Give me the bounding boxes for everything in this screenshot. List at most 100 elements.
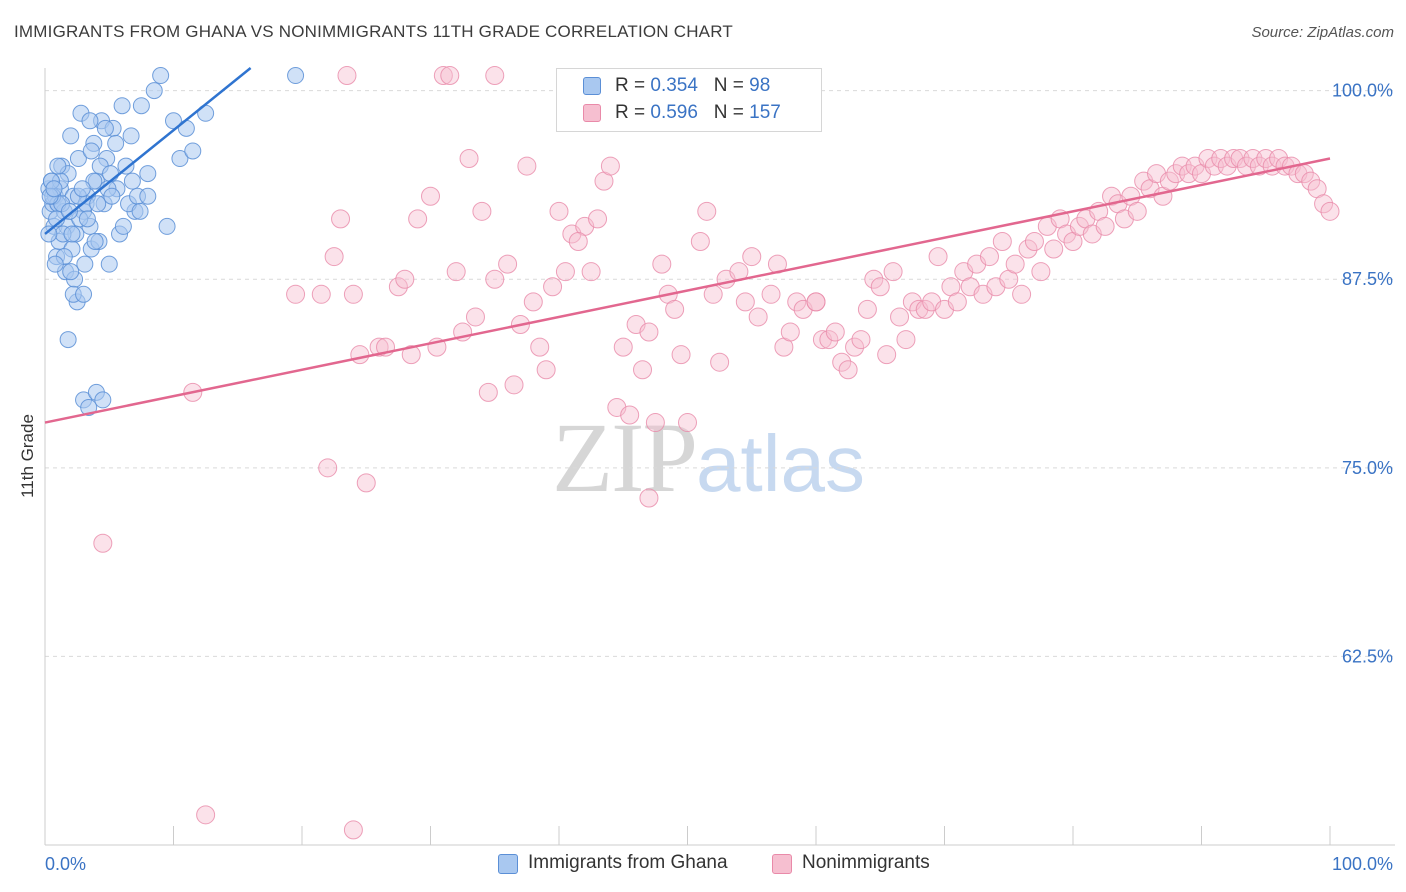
- ghana-point: [131, 202, 149, 220]
- legend-r-label: R =: [615, 75, 651, 96]
- nonimmigrant-point: [1012, 284, 1032, 304]
- nonimmigrant-point: [588, 209, 608, 229]
- nonimmigrant-point: [401, 345, 421, 365]
- nonimmigrant-point: [472, 201, 492, 221]
- x-tick-label-max: 100.0%: [1332, 854, 1393, 874]
- ghana-point: [81, 112, 99, 130]
- nonimmigrant-point: [478, 382, 498, 402]
- legend-text-nonimmigrants: R = 0.596 N = 157: [615, 102, 781, 124]
- nonimmigrant-point: [992, 232, 1012, 252]
- ghana-point: [102, 165, 120, 183]
- nonimmigrant-point: [1159, 171, 1179, 191]
- legend-swatch-ghana: [583, 77, 601, 95]
- nonimmigrant-point: [639, 322, 659, 342]
- nonimmigrant-point: [1005, 254, 1025, 274]
- nonimmigrant-point: [806, 292, 826, 312]
- legend-r-value-nonimmigrants: 0.596: [650, 102, 698, 123]
- nonimmigrant-point: [369, 337, 389, 357]
- nonimmigrant-point: [928, 247, 948, 267]
- watermark: ZIPatlas: [552, 400, 865, 515]
- legend-n-value-ghana: 98: [749, 75, 771, 96]
- ghana-point: [59, 331, 77, 349]
- ghana-point: [117, 157, 135, 175]
- ghana-point: [46, 255, 64, 273]
- nonimmigrant-point: [498, 254, 518, 274]
- nonimmigrant-point: [343, 284, 363, 304]
- y-tick-label: 75.0%: [1342, 458, 1393, 478]
- nonimmigrant-point: [465, 307, 485, 327]
- ghana-point: [96, 119, 114, 137]
- ghana-point: [184, 142, 202, 160]
- bottom-legend-label-nonimmigrants: Nonimmigrants: [802, 852, 930, 873]
- nonimmigrant-point: [947, 292, 967, 312]
- nonimmigrant-point: [742, 247, 762, 267]
- nonimmigrant-point: [825, 322, 845, 342]
- legend-swatch-nonimmigrants: [583, 104, 601, 122]
- nonimmigrant-point: [440, 66, 460, 86]
- nonimmigrant-point: [395, 269, 415, 289]
- y-tick-label: 62.5%: [1342, 646, 1393, 666]
- legend-n-label: N =: [713, 102, 750, 123]
- nonimmigrant-point: [568, 232, 588, 252]
- nonimmigrant-point: [517, 156, 537, 176]
- nonimmigrant-point: [697, 201, 717, 221]
- ghana-point: [69, 150, 87, 168]
- x-tick-label-min: 0.0%: [45, 854, 86, 874]
- nonimmigrant-point: [665, 299, 685, 319]
- nonimmigrant-point: [896, 330, 916, 350]
- nonimmigrant-point: [343, 820, 363, 840]
- nonimmigrant-point: [703, 284, 723, 304]
- nonimmigrant-point: [485, 66, 505, 86]
- legend-r-label: R =: [615, 102, 651, 123]
- ghana-point: [139, 165, 157, 183]
- nonimmigrant-point: [710, 352, 730, 372]
- nonimmigrant-point: [1301, 171, 1321, 191]
- nonimmigrant-point: [388, 277, 408, 297]
- nonimmigrant-point: [883, 262, 903, 282]
- ghana-point: [114, 217, 132, 235]
- nonimmigrant-point: [819, 330, 839, 350]
- ghana-point: [62, 127, 80, 145]
- nonimmigrant-point: [832, 352, 852, 372]
- y-axis-label: 11th Grade: [18, 414, 37, 498]
- nonimmigrant-point: [633, 360, 653, 380]
- nonimmigrant-point: [877, 345, 897, 365]
- nonimmigrant-point: [748, 307, 768, 327]
- watermark-atlas: atlas: [696, 419, 865, 508]
- nonimmigrant-point: [678, 413, 697, 433]
- nonimmigrant-point: [979, 247, 999, 267]
- nonimmigrant-trendline: [44, 157, 1331, 424]
- ghana-point: [75, 285, 93, 303]
- legend-text-ghana: R = 0.354 N = 98: [615, 75, 770, 97]
- ghana-point: [94, 391, 112, 409]
- ghana-point: [132, 97, 150, 115]
- ghana-point: [123, 172, 141, 190]
- nonimmigrant-point: [857, 299, 877, 319]
- ghana-point: [86, 233, 104, 251]
- nonimmigrant-point: [1320, 201, 1340, 221]
- watermark-zip: ZIP: [552, 402, 698, 513]
- ghana-point: [122, 127, 140, 145]
- nonimmigrant-point: [504, 375, 524, 395]
- ghana-point: [82, 142, 100, 160]
- nonimmigrant-point: [350, 345, 370, 365]
- nonimmigrant-point: [331, 209, 351, 229]
- nonimmigrant-point: [485, 269, 505, 289]
- nonimmigrant-point: [845, 337, 865, 357]
- nonimmigrant-point: [433, 66, 453, 86]
- nonimmigrant-point: [671, 345, 691, 365]
- ghana-point: [40, 225, 58, 243]
- nonimmigrant-point: [645, 413, 665, 433]
- nonimmigrant-point: [530, 337, 550, 357]
- ghana-point: [171, 150, 189, 168]
- nonimmigrant-point: [890, 307, 910, 327]
- ghana-point: [145, 82, 163, 100]
- bottom-legend-label-ghana: Immigrants from Ghana: [528, 852, 728, 873]
- nonimmigrant-point: [581, 262, 601, 282]
- nonimmigrant-point: [324, 247, 344, 267]
- nonimmigrant-point: [1314, 194, 1334, 214]
- nonimmigrant-point: [780, 322, 800, 342]
- nonimmigrant-point: [620, 405, 640, 425]
- ghana-point: [158, 217, 176, 235]
